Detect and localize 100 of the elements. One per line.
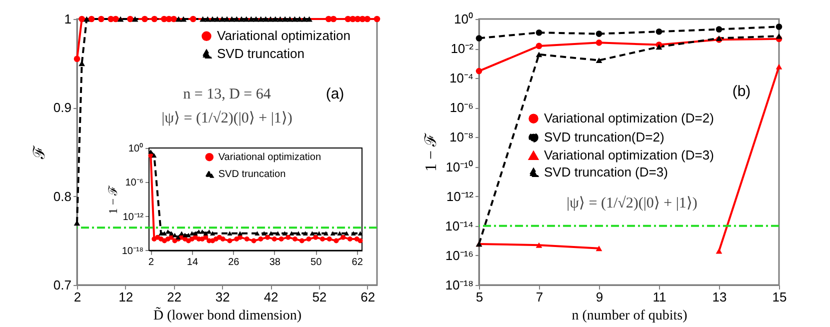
y-tick-label: 10⁻² [450, 41, 474, 56]
point [306, 16, 312, 22]
point [152, 153, 157, 158]
point [656, 28, 662, 35]
point [596, 246, 602, 252]
x-tick-label: 2 [74, 290, 82, 304]
point [262, 231, 267, 236]
y-tick-label: 10⁻⁶ [125, 178, 144, 189]
x-tick-label: 2 [148, 256, 154, 268]
x-tick-label: 32 [215, 290, 230, 304]
x-tick-label: 52 [312, 290, 327, 304]
point [132, 16, 138, 22]
point [142, 16, 148, 22]
point [358, 231, 363, 236]
point [776, 33, 782, 39]
point [313, 234, 318, 240]
point [536, 52, 542, 58]
point [254, 231, 260, 236]
point [88, 16, 95, 22]
point [151, 16, 158, 22]
y-tick-label: 0.8 [53, 188, 72, 204]
point [179, 231, 184, 236]
point [536, 42, 542, 50]
point [334, 238, 339, 244]
point [323, 231, 328, 236]
point [170, 16, 177, 22]
point [98, 16, 104, 22]
point [340, 234, 346, 240]
point [117, 16, 124, 22]
point [227, 231, 232, 236]
point [209, 16, 216, 22]
x-tick-label: 42 [264, 290, 278, 304]
point [596, 30, 602, 37]
point [330, 16, 337, 22]
point [656, 44, 662, 50]
annotation: |ψ⟩ = (1/√2)(|0⟩ + |1⟩) [566, 196, 698, 212]
point [252, 16, 260, 22]
point [168, 231, 174, 236]
point [347, 236, 352, 242]
point [316, 231, 322, 236]
point [776, 24, 782, 30]
annotation: (a) [326, 85, 344, 102]
point [244, 236, 250, 242]
x-tick-label: 5 [476, 290, 484, 304]
point [286, 234, 291, 240]
point [330, 231, 336, 236]
point [190, 16, 196, 22]
point [364, 16, 370, 22]
y-tick-label: 10⁻¹⁰ [446, 159, 474, 174]
y-tick-label: 10⁻⁸ [450, 130, 474, 145]
point [267, 16, 274, 22]
point [268, 231, 274, 236]
legend-label: SVD truncation(D=2) [544, 130, 664, 145]
point [337, 231, 342, 236]
y-axis-title: ℱ [31, 145, 48, 160]
legend-label: SVD truncation [217, 46, 304, 62]
legend-label: SVD truncation (D=3) [544, 164, 668, 180]
legend-label: Variational optimization [218, 152, 322, 164]
point [302, 231, 308, 236]
point [74, 56, 80, 62]
point [476, 35, 482, 42]
point [289, 231, 294, 236]
point [536, 29, 542, 36]
point [358, 238, 363, 244]
point [299, 238, 304, 244]
y-tick-label: 10⁻⁶ [450, 100, 474, 116]
point [716, 26, 722, 32]
point [716, 248, 722, 254]
point [310, 231, 315, 236]
x-axis-title: D̃ (lower bond dimension) [153, 306, 302, 324]
y-tick-label: 0.7 [53, 278, 72, 292]
y-axis-title: 1 − ℱ [106, 184, 120, 214]
point [180, 16, 187, 22]
y-tick-label: 10⁻¹² [122, 212, 144, 223]
point [306, 236, 312, 242]
point [203, 231, 208, 236]
x-tick-label: 9 [596, 290, 604, 304]
legend-label: Variational optimization [217, 28, 350, 44]
annotation: (b) [732, 82, 751, 100]
point [596, 40, 602, 46]
x-tick-label: 38 [269, 256, 281, 268]
point [176, 235, 181, 240]
point [84, 16, 90, 22]
y-tick-label: 10⁻¹⁸ [445, 278, 474, 292]
y-tick-label: 10⁰ [128, 142, 144, 155]
point [200, 229, 205, 234]
x-tick-label: 50 [310, 256, 322, 268]
point [227, 238, 232, 244]
annotation: n = 13, D = 64 [183, 86, 272, 102]
x-tick-label: 7 [536, 290, 544, 304]
y-axis-title: 1 − ℱ [423, 132, 440, 172]
point [265, 234, 270, 240]
x-tick-label: 13 [712, 290, 727, 304]
y-tick-label: 10⁰ [454, 12, 474, 26]
x-tick-label: 62 [360, 290, 376, 304]
point [776, 64, 782, 70]
x-tick-label: 12 [118, 290, 134, 304]
point [238, 16, 245, 22]
point [596, 58, 602, 64]
point [374, 16, 380, 22]
